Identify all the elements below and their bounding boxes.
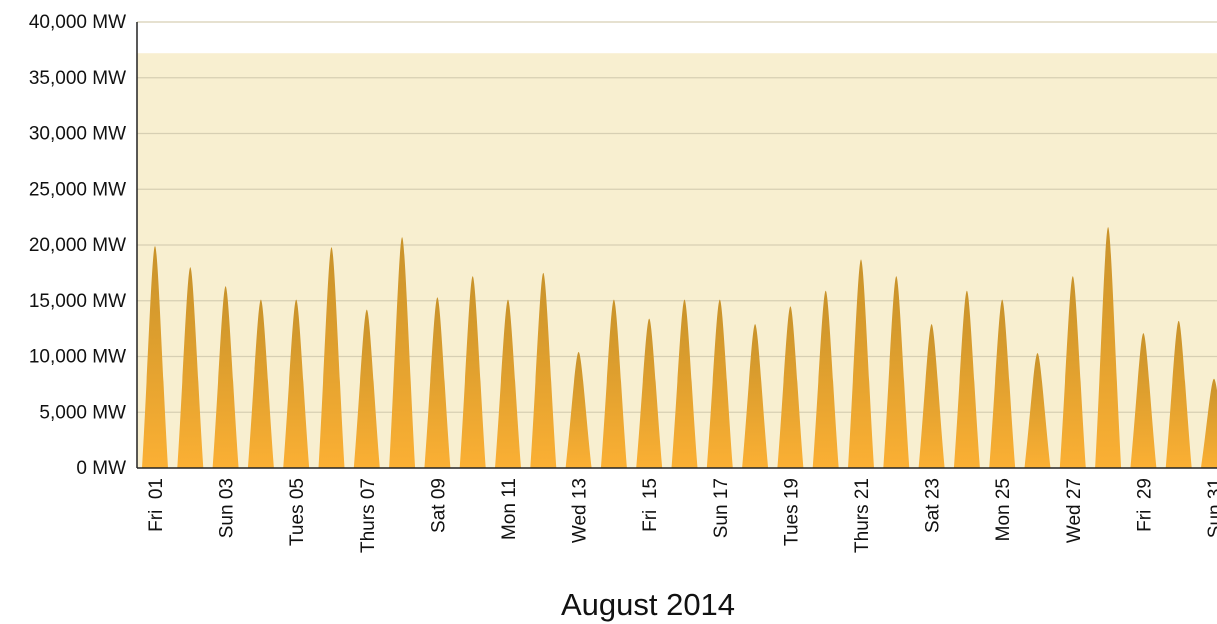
- y-tick-label: 5,000 MW: [39, 402, 126, 423]
- daily-peak: [177, 267, 204, 468]
- daily-peak: [318, 247, 345, 468]
- daily-peak: [353, 309, 380, 468]
- daily-peak: [1130, 333, 1157, 468]
- x-tick-label: Mon 11: [499, 478, 520, 540]
- daily-peak: [706, 299, 733, 468]
- x-tick-label: Thurs 21: [852, 478, 873, 553]
- daily-peak: [1059, 276, 1086, 468]
- y-tick-label: 15,000 MW: [29, 291, 126, 312]
- x-tick-label: Fri 29: [1134, 478, 1155, 532]
- x-tick-label: Thurs 07: [358, 478, 379, 553]
- y-tick-label: 30,000 MW: [29, 124, 126, 145]
- x-tick-label: Sat 09: [428, 478, 449, 533]
- daily-peak: [883, 276, 910, 468]
- daily-peak: [918, 324, 945, 468]
- daily-peak: [1095, 227, 1122, 468]
- load-series: [142, 227, 1217, 468]
- y-tick-label: 20,000 MW: [29, 235, 126, 256]
- x-tick-labels: Fri 01 Sun 03 Tues 05 Thurs 07 Sat 09 Mon 11 W…: [146, 478, 1217, 553]
- y-tick-label: 10,000 MW: [29, 347, 126, 368]
- x-tick-label: Sat 23: [923, 478, 944, 533]
- daily-peak: [1024, 353, 1051, 468]
- daily-peak: [1201, 378, 1217, 468]
- daily-peak: [283, 299, 310, 468]
- daily-peak: [671, 299, 698, 468]
- daily-peak: [1165, 320, 1192, 468]
- x-tick-label: Tues 05: [287, 478, 308, 546]
- y-tick-label: 40,000 MW: [29, 12, 126, 33]
- x-tick-label: Mon 25: [993, 478, 1014, 541]
- daily-peak: [459, 276, 486, 468]
- daily-peak: [142, 246, 168, 468]
- daily-peak: [848, 259, 874, 468]
- daily-peak: [565, 352, 592, 468]
- daily-peak: [636, 318, 663, 468]
- y-tick-label: 25,000 MW: [29, 179, 126, 200]
- x-tick-label: Wed 27: [1064, 478, 1085, 543]
- daily-peak: [777, 306, 804, 468]
- daily-peak: [530, 272, 557, 468]
- daily-peak: [247, 299, 274, 468]
- y-tick-labels: 0 MW 5,000 MW 10,000 MW 15,000 MW 20,000 MW 2…: [29, 12, 126, 479]
- daily-peak: [424, 297, 451, 468]
- daily-peak: [989, 299, 1016, 468]
- daily-peak: [600, 299, 627, 468]
- gridlines: [137, 21, 1217, 413]
- daily-peak: [953, 290, 980, 468]
- daily-peak: [495, 299, 521, 468]
- daily-peak: [812, 290, 839, 468]
- x-tick-label: Sun 03: [217, 478, 238, 538]
- x-tick-label: Sun 31: [1205, 478, 1217, 538]
- daily-peak: [742, 324, 769, 468]
- x-tick-label: Wed 13: [570, 478, 591, 543]
- daily-peak: [389, 237, 416, 468]
- daily-peak: [212, 286, 239, 468]
- x-tick-label: Fri 01: [146, 478, 167, 532]
- y-tick-label: 0 MW: [76, 458, 126, 479]
- x-tick-label: Sun 17: [711, 478, 732, 538]
- x-tick-label: Fri 15: [640, 478, 661, 532]
- x-axis-label: August 2014: [561, 587, 735, 622]
- y-tick-label: 35,000 MW: [29, 68, 126, 89]
- x-tick-label: Tues 19: [781, 478, 802, 546]
